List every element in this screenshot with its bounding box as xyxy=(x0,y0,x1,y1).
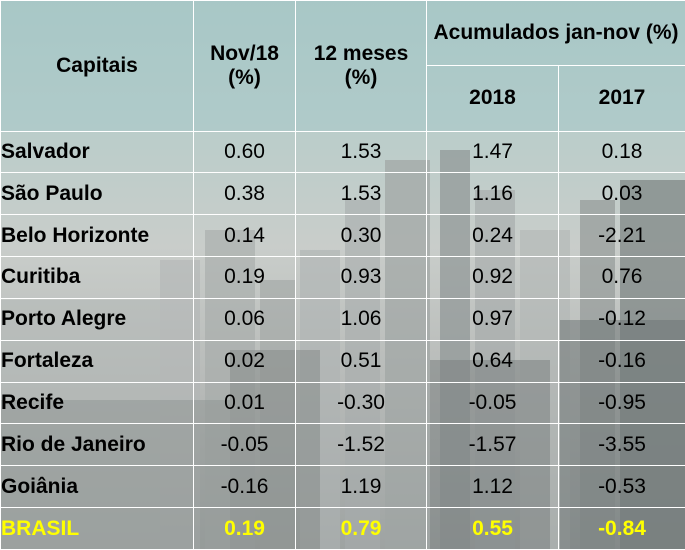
capital-name: São Paulo xyxy=(0,172,194,216)
capital-name-brasil: BRASIL xyxy=(0,507,194,550)
acc-2018-value: 1.12 xyxy=(426,465,559,509)
header-year-2017: 2017 xyxy=(558,65,685,132)
header-year-2018: 2018 xyxy=(426,65,559,132)
header-nov18: Nov/18 (%) xyxy=(193,0,296,132)
acc-2017-value: 0.18 xyxy=(558,130,685,174)
table-row: Porto Alegre 0.06 1.06 0.97 -0.12 xyxy=(0,297,685,341)
acc-2017-value: -0.12 xyxy=(558,297,685,341)
acc-2017-value: -0.53 xyxy=(558,465,685,509)
capital-name: Belo Horizonte xyxy=(0,214,194,258)
capital-name: Salvador xyxy=(0,130,194,174)
header-acumulados: Acumulados jan-nov (%) xyxy=(426,0,685,67)
header-capitais: Capitais xyxy=(0,0,194,132)
acc-2018-value: 0.64 xyxy=(426,339,559,383)
capital-name: Porto Alegre xyxy=(0,297,194,341)
acc-2017-value: -2.21 xyxy=(558,214,685,258)
header-12-meses: 12 meses (%) xyxy=(295,0,427,132)
12-meses-value: -1.52 xyxy=(295,423,427,467)
12-meses-value: 0.51 xyxy=(295,339,427,383)
table-row: Recife 0.01 -0.30 -0.05 -0.95 xyxy=(0,381,685,425)
header-row-sub: 2018 2017 xyxy=(1,65,685,132)
acc-2017-value: -0.95 xyxy=(558,381,685,425)
acc-2017-total: -0.84 xyxy=(558,507,685,550)
12-meses-value: 1.06 xyxy=(295,297,427,341)
nov18-value: 0.06 xyxy=(193,297,296,341)
12-meses-value: 1.19 xyxy=(295,465,427,509)
acc-2018-total: 0.55 xyxy=(426,507,559,550)
table-row: Curitiba 0.19 0.93 0.92 0.76 xyxy=(0,256,685,299)
table-row: Fortaleza 0.02 0.51 0.64 -0.16 xyxy=(0,339,685,383)
nov18-value: 0.02 xyxy=(193,339,296,383)
acc-2017-value: -0.16 xyxy=(558,339,685,383)
table-row: Salvador 0.60 1.53 1.47 0.18 xyxy=(0,130,685,174)
capital-name: Recife xyxy=(0,381,194,425)
nov18-total: 0.19 xyxy=(193,507,296,550)
nov18-value: 0.38 xyxy=(193,172,296,216)
nov18-value: 0.60 xyxy=(193,130,296,174)
acc-2018-value: 0.92 xyxy=(426,256,559,299)
nov18-value: 0.14 xyxy=(193,214,296,258)
nov18-value: -0.16 xyxy=(193,465,296,509)
acc-2017-value: 0.76 xyxy=(558,256,685,299)
12-meses-value: 1.53 xyxy=(295,172,427,216)
acc-2018-value: -1.57 xyxy=(426,423,559,467)
table-row: Belo Horizonte 0.14 0.30 0.24 -2.21 xyxy=(0,214,685,258)
header-row-top: Capitais Nov/18 (%) 12 meses (%) Acumula… xyxy=(0,0,685,132)
12-meses-value: 1.53 xyxy=(295,130,427,174)
nov18-value: 0.19 xyxy=(193,256,296,299)
acc-2018-value: 0.24 xyxy=(426,214,559,258)
capital-name: Curitiba xyxy=(0,256,194,299)
acc-2018-value: -0.05 xyxy=(426,381,559,425)
12-meses-value: -0.30 xyxy=(295,381,427,425)
capital-name: Goiânia xyxy=(0,465,194,509)
acc-2017-value: 0.03 xyxy=(558,172,685,216)
acc-2018-value: 1.47 xyxy=(426,130,559,174)
nov18-value: 0.01 xyxy=(193,381,296,425)
nov18-value: -0.05 xyxy=(193,423,296,467)
total-row-brasil: BRASIL 0.19 0.79 0.55 -0.84 xyxy=(0,507,685,550)
capital-name: Fortaleza xyxy=(0,339,194,383)
table-row: Rio de Janeiro -0.05 -1.52 -1.57 -3.55 xyxy=(0,423,685,467)
12-meses-value: 0.93 xyxy=(295,256,427,299)
acc-2018-value: 0.97 xyxy=(426,297,559,341)
capital-name: Rio de Janeiro xyxy=(0,423,194,467)
12-meses-value: 0.30 xyxy=(295,214,427,258)
table-row: Goiânia -0.16 1.19 1.12 -0.53 xyxy=(0,465,685,509)
acc-2017-value: -3.55 xyxy=(558,423,685,467)
12-meses-total: 0.79 xyxy=(295,507,427,550)
acc-2018-value: 1.16 xyxy=(426,172,559,216)
table-row: São Paulo 0.38 1.53 1.16 0.03 xyxy=(0,172,685,216)
